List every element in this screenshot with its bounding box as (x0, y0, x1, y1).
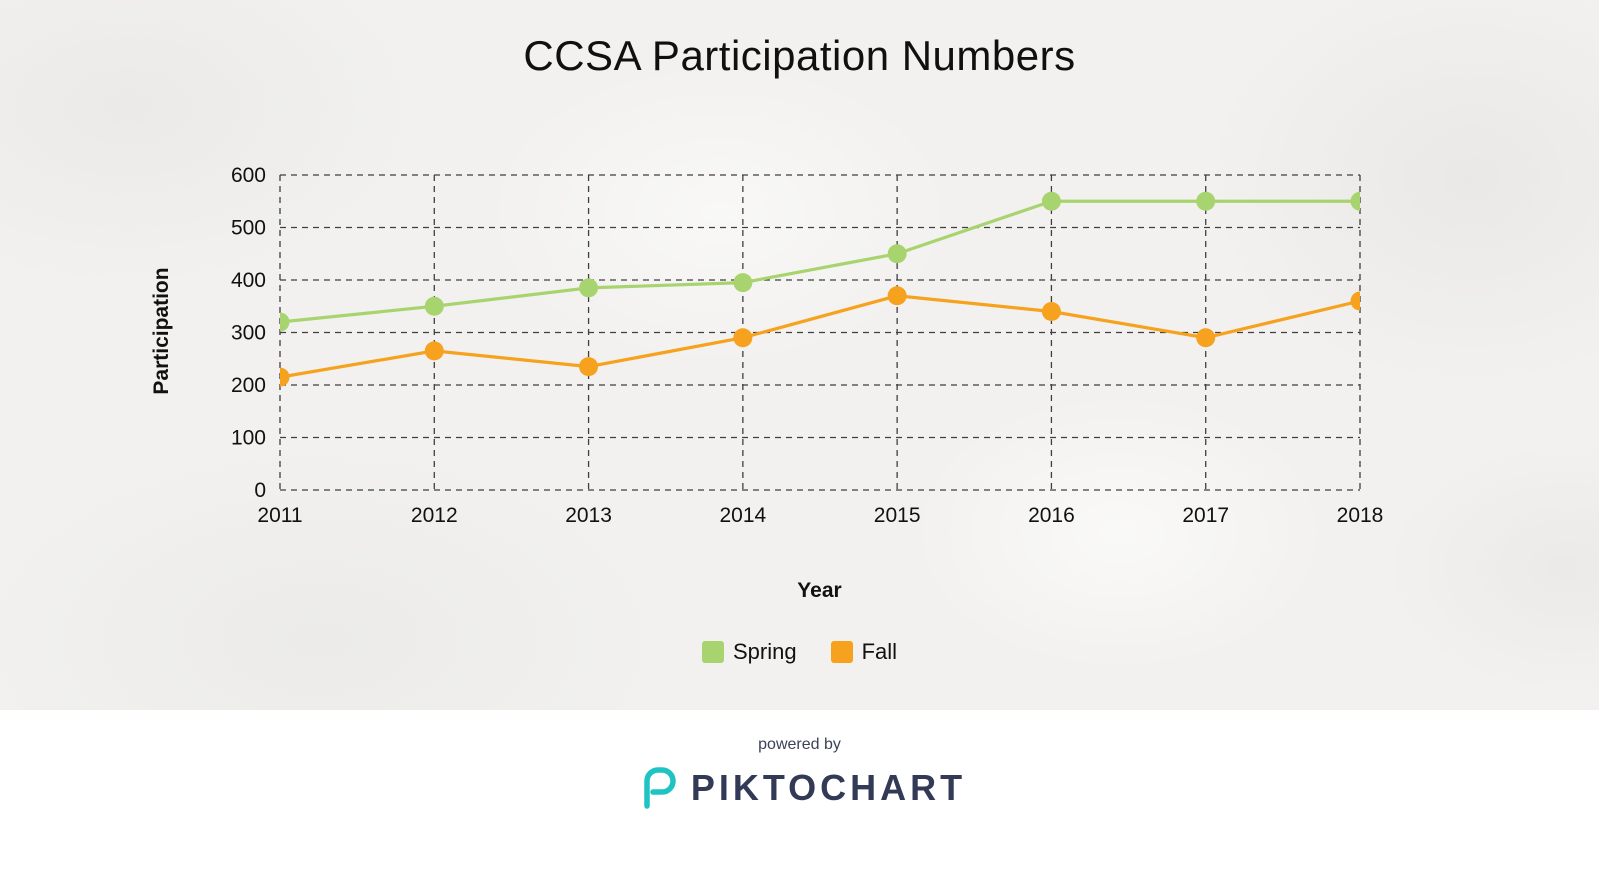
data-point-fall (1041, 302, 1061, 321)
y-tick-label: 300 (230, 322, 265, 345)
data-point-spring (279, 312, 289, 332)
data-point-fall (279, 367, 289, 387)
chart-legend: Spring Fall (0, 639, 1599, 665)
x-tick-label: 2013 (565, 504, 612, 527)
legend-label-spring: Spring (732, 639, 797, 664)
series-line-fall (279, 294, 1360, 379)
x-tick-label: 2014 (719, 504, 766, 527)
data-point-spring (578, 278, 598, 298)
line-chart: 0 100 200 300 400 500 600 2011 2012 2013 2014 2015 2… (230, 164, 1383, 527)
data-point-fall (424, 341, 444, 361)
x-tick-label: 2018 (1336, 504, 1383, 527)
plot-area: Participation 0 100 200 300 400 500 600 2011 201… (150, 164, 1383, 535)
data-point-fall (1195, 328, 1215, 348)
data-point-spring (1350, 191, 1360, 211)
y-tick-label: 0 (254, 479, 266, 502)
y-tick-label: 100 (230, 427, 265, 450)
legend-item-spring: Spring (701, 639, 797, 665)
chart-background: CCSA Participation Numbers Participation… (0, 0, 1599, 710)
legend-label-fall: Fall (861, 639, 898, 664)
y-axis-label: Participation (149, 267, 173, 395)
piktochart-logo-link[interactable]: PIKTOCHART (633, 766, 966, 810)
fall-swatch (830, 641, 853, 663)
x-tick-label: 2017 (1182, 504, 1229, 527)
powered-by-text: powered by (758, 736, 841, 753)
data-point-spring (424, 296, 444, 316)
x-tick-label: 2015 (873, 504, 920, 527)
footer: powered by PIKTOCHART (0, 710, 1599, 876)
data-point-fall (1350, 291, 1360, 311)
x-tick-label: 2011 (257, 504, 302, 527)
data-point-fall (732, 328, 752, 348)
x-tick-label: 2012 (410, 504, 457, 527)
y-tick-label: 500 (230, 217, 265, 240)
data-point-spring (887, 244, 907, 264)
data-point-fall (578, 357, 598, 377)
legend-item-fall: Fall (830, 639, 898, 665)
chart-title: CCSA Participation Numbers (523, 32, 1076, 79)
y-tick-label: 600 (230, 164, 265, 187)
piktochart-wordmark: PIKTOCHART (690, 767, 967, 808)
data-point-spring (1195, 191, 1215, 211)
data-point-spring (1041, 191, 1061, 211)
piktochart-icon (644, 767, 676, 809)
x-tick-label: 2016 (1028, 504, 1075, 527)
series-line-spring (279, 199, 1360, 324)
data-point-spring (732, 273, 752, 293)
data-point-fall (887, 286, 907, 306)
series-layer (279, 191, 1360, 387)
y-tick-label: 400 (230, 269, 265, 292)
x-axis-label: Year (797, 579, 842, 602)
y-tick-label: 200 (230, 374, 265, 397)
spring-swatch (701, 641, 724, 663)
